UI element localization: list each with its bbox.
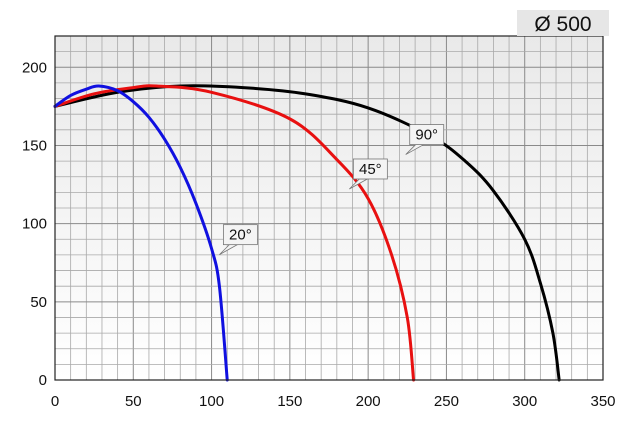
x-tick-label: 50 <box>125 393 142 410</box>
title-badge: Ø 500 <box>517 10 609 36</box>
series-callout-1: 20° <box>219 224 258 256</box>
callout-box <box>222 224 258 246</box>
series-callouts: 20° 45° 90° <box>219 124 445 256</box>
y-tick-label: 150 <box>22 137 47 154</box>
series-callout-3: 90° <box>405 124 445 155</box>
x-tick-label: 0 <box>51 393 59 410</box>
callout-label: 20° <box>229 227 252 244</box>
callout-label: 90° <box>415 127 438 144</box>
x-tick-label: 100 <box>199 393 224 410</box>
callout-box <box>409 124 445 145</box>
tick-labels: 0 50 100 150 200 250 300 350 0 50 100 150 200 <box>22 59 616 410</box>
callout-label: 45° <box>359 161 382 178</box>
x-tick-label: 250 <box>434 393 459 410</box>
title-badge-background <box>517 10 609 36</box>
plot-frame <box>54 35 604 381</box>
callout-box <box>352 158 388 180</box>
x-tick-label: 200 <box>356 393 381 410</box>
series-callout-2: 45° <box>349 158 388 190</box>
y-tick-label: 100 <box>22 216 47 233</box>
x-tick-label: 350 <box>590 393 615 410</box>
series-line-1 <box>53 84 229 382</box>
y-tick-label: 50 <box>30 294 47 311</box>
series-line-2 <box>53 84 416 382</box>
y-tick-label: 0 <box>39 372 47 389</box>
y-tick-label: 200 <box>22 59 47 76</box>
x-tick-label: 150 <box>277 393 302 410</box>
chart-title: Ø 500 <box>534 13 591 36</box>
x-tick-label: 300 <box>512 393 537 410</box>
